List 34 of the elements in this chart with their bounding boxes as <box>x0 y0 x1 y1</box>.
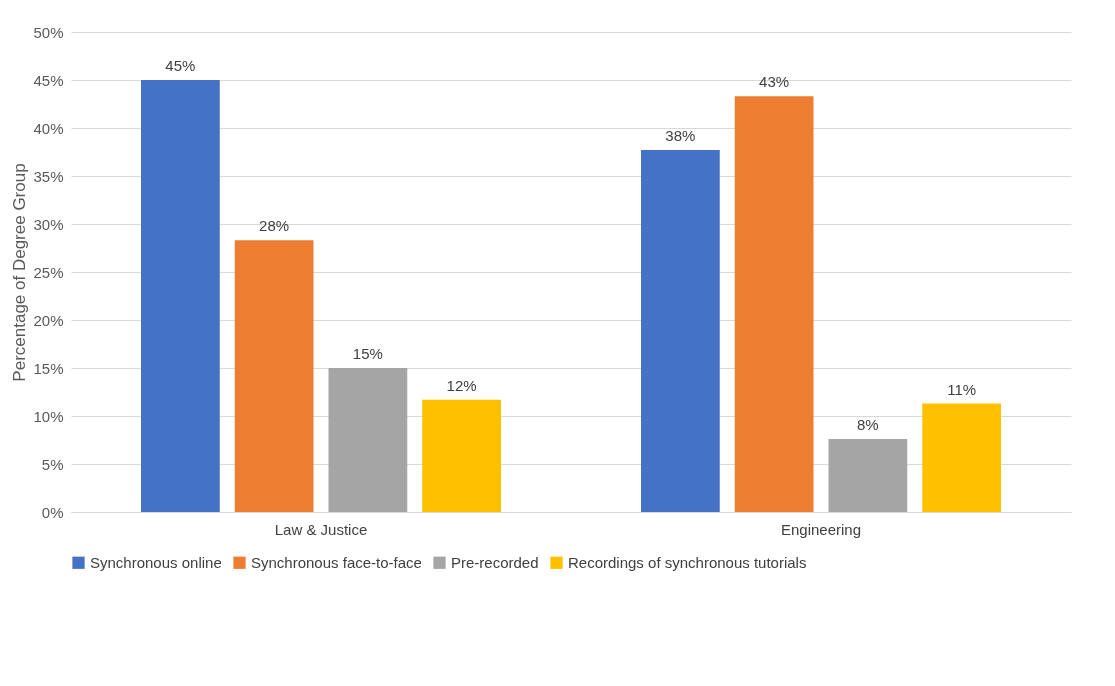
bar <box>641 150 720 512</box>
legend-label: Recordings of synchronous tutorials <box>568 553 807 571</box>
data-label: 28% <box>259 217 290 235</box>
bar <box>828 439 908 512</box>
bar <box>734 96 814 512</box>
legend-label: Synchronous online <box>90 553 222 571</box>
data-label: 11% <box>947 380 977 398</box>
data-label: 45% <box>165 57 196 74</box>
legend-label: Synchronous face-to-face <box>251 553 422 571</box>
x-tick-label: Engineering <box>780 520 862 538</box>
data-label: 43% <box>759 73 790 91</box>
bar <box>922 403 1001 512</box>
y-tick-label: 15% <box>33 359 64 377</box>
y-tick-label: 45% <box>33 71 64 89</box>
y-tick-label: 0% <box>41 503 64 521</box>
y-tick-label: 5% <box>41 455 64 473</box>
y-tick-label: 25% <box>33 263 64 281</box>
data-label: 38% <box>665 127 696 145</box>
y-tick-label: 50% <box>33 23 64 41</box>
y-tick-label: 40% <box>33 119 64 137</box>
bar <box>141 80 220 512</box>
data-label: 8% <box>857 416 879 434</box>
data-label: 12% <box>446 376 477 394</box>
y-axis-title: Percentage of Degree Group <box>10 163 30 382</box>
y-tick-label: 10% <box>33 407 64 425</box>
y-tick-label: 30% <box>33 215 64 233</box>
bar <box>328 368 408 512</box>
y-tick-label: 35% <box>33 167 64 185</box>
data-label: 15% <box>352 345 383 362</box>
y-tick-label: 20% <box>33 311 64 329</box>
legend-label: Pre-recorded <box>451 553 539 571</box>
bar <box>422 399 501 512</box>
bar <box>234 240 314 512</box>
x-tick-label: Law & Justice <box>274 520 368 538</box>
